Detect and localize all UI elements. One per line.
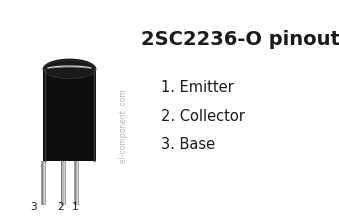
- Text: 2SC2236-O pinout: 2SC2236-O pinout: [141, 30, 339, 49]
- Bar: [61, 161, 65, 204]
- Text: 3: 3: [30, 202, 37, 212]
- Bar: [43, 69, 96, 161]
- Bar: [41, 161, 45, 204]
- Text: 1. Emitter: 1. Emitter: [161, 80, 234, 95]
- Polygon shape: [43, 59, 96, 69]
- Text: 2. Collector: 2. Collector: [161, 108, 245, 124]
- Text: el-component .com: el-component .com: [119, 89, 128, 163]
- Text: 1: 1: [72, 202, 79, 212]
- Text: 2: 2: [57, 202, 64, 212]
- Text: 3. Base: 3. Base: [161, 137, 215, 152]
- Ellipse shape: [43, 60, 96, 79]
- Bar: [74, 161, 78, 204]
